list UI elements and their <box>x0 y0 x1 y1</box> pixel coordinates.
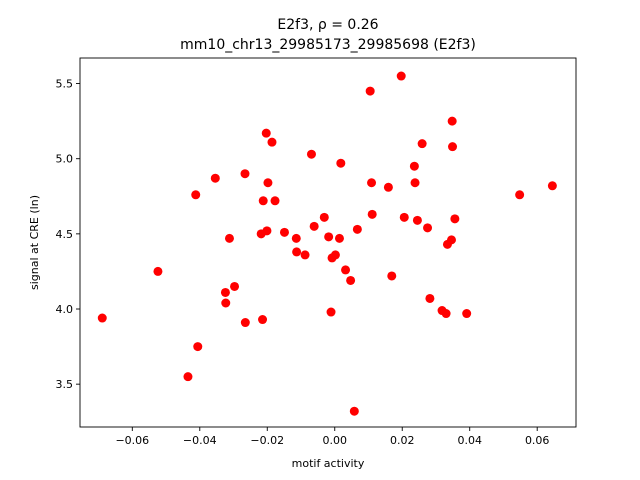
data-point-38 <box>367 178 377 188</box>
data-point-6 <box>220 287 230 297</box>
y-axis-label: signal at CRE (ln) <box>28 195 41 290</box>
data-point-40 <box>383 182 393 192</box>
data-point-13 <box>258 315 268 325</box>
data-point-28 <box>326 307 336 317</box>
data-point-49 <box>425 293 435 303</box>
data-point-57 <box>462 309 472 319</box>
plot-frame <box>79 57 577 428</box>
data-point-14 <box>258 196 268 206</box>
y-tick-label: 5.0 <box>56 153 74 166</box>
data-point-56 <box>450 214 460 224</box>
data-point-43 <box>399 212 409 222</box>
data-point-31 <box>334 233 344 243</box>
data-point-34 <box>346 275 356 285</box>
data-point-22 <box>292 247 302 257</box>
x-tick-label: −0.02 <box>250 434 284 447</box>
x-axis-ticks: −0.06 −0.04 −0.02 0.00 0.02 0.04 0.06 <box>115 427 549 447</box>
data-point-55 <box>448 142 458 152</box>
data-point-47 <box>417 139 427 149</box>
data-point-11 <box>240 318 250 328</box>
data-point-24 <box>306 149 316 159</box>
data-point-35 <box>349 406 359 416</box>
data-point-25 <box>309 221 319 231</box>
data-point-36 <box>352 224 362 234</box>
data-point-59 <box>547 181 557 191</box>
data-point-58 <box>515 190 525 200</box>
y-tick-label: 4.5 <box>56 228 74 241</box>
y-tick-label: 3.5 <box>56 378 74 391</box>
x-axis-label: motif activity <box>292 457 365 470</box>
x-tick-label: −0.04 <box>183 434 217 447</box>
data-point-45 <box>410 178 420 188</box>
data-point-48 <box>423 223 433 233</box>
data-point-33 <box>341 265 351 275</box>
data-point-2 <box>183 372 193 382</box>
x-tick-label: 0.04 <box>457 434 482 447</box>
data-point-37 <box>365 86 375 96</box>
data-point-42 <box>396 71 406 81</box>
data-point-21 <box>291 233 301 243</box>
data-point-26 <box>319 212 329 222</box>
data-point-54 <box>447 116 457 126</box>
data-points <box>97 71 557 416</box>
data-point-16 <box>262 226 272 236</box>
y-tick-label: 5.5 <box>56 78 74 91</box>
data-point-19 <box>270 196 280 206</box>
data-point-46 <box>412 215 422 225</box>
x-tick-label: 0.02 <box>390 434 415 447</box>
x-tick-label: 0.00 <box>322 434 347 447</box>
data-point-15 <box>261 128 271 138</box>
x-tick-label: 0.06 <box>525 434 550 447</box>
data-point-1 <box>153 266 163 276</box>
data-point-17 <box>263 178 273 188</box>
data-point-44 <box>409 161 419 171</box>
chart-title-line2: mm10_chr13_29985173_29985698 (E2f3) <box>180 37 476 53</box>
data-point-18 <box>267 137 277 147</box>
data-point-32 <box>336 158 346 168</box>
data-point-23 <box>300 250 310 260</box>
data-point-9 <box>230 281 240 291</box>
data-point-39 <box>367 209 377 219</box>
data-point-27 <box>324 232 334 242</box>
data-point-30 <box>330 250 340 260</box>
data-point-53 <box>446 235 456 245</box>
data-point-10 <box>240 169 250 179</box>
data-point-20 <box>279 227 289 237</box>
data-point-7 <box>221 298 231 308</box>
data-point-4 <box>193 342 203 352</box>
data-point-0 <box>97 313 107 323</box>
y-tick-label: 4.0 <box>56 303 74 316</box>
y-axis-ticks: 3.5 4.0 4.5 5.0 5.5 <box>56 78 80 391</box>
data-point-3 <box>191 190 201 200</box>
data-point-5 <box>210 173 220 183</box>
data-point-8 <box>224 233 234 243</box>
chart-title-line1: E2f3, ρ = 0.26 <box>277 17 378 33</box>
data-point-41 <box>387 271 397 281</box>
x-tick-label: −0.06 <box>115 434 149 447</box>
data-point-51 <box>441 309 451 319</box>
